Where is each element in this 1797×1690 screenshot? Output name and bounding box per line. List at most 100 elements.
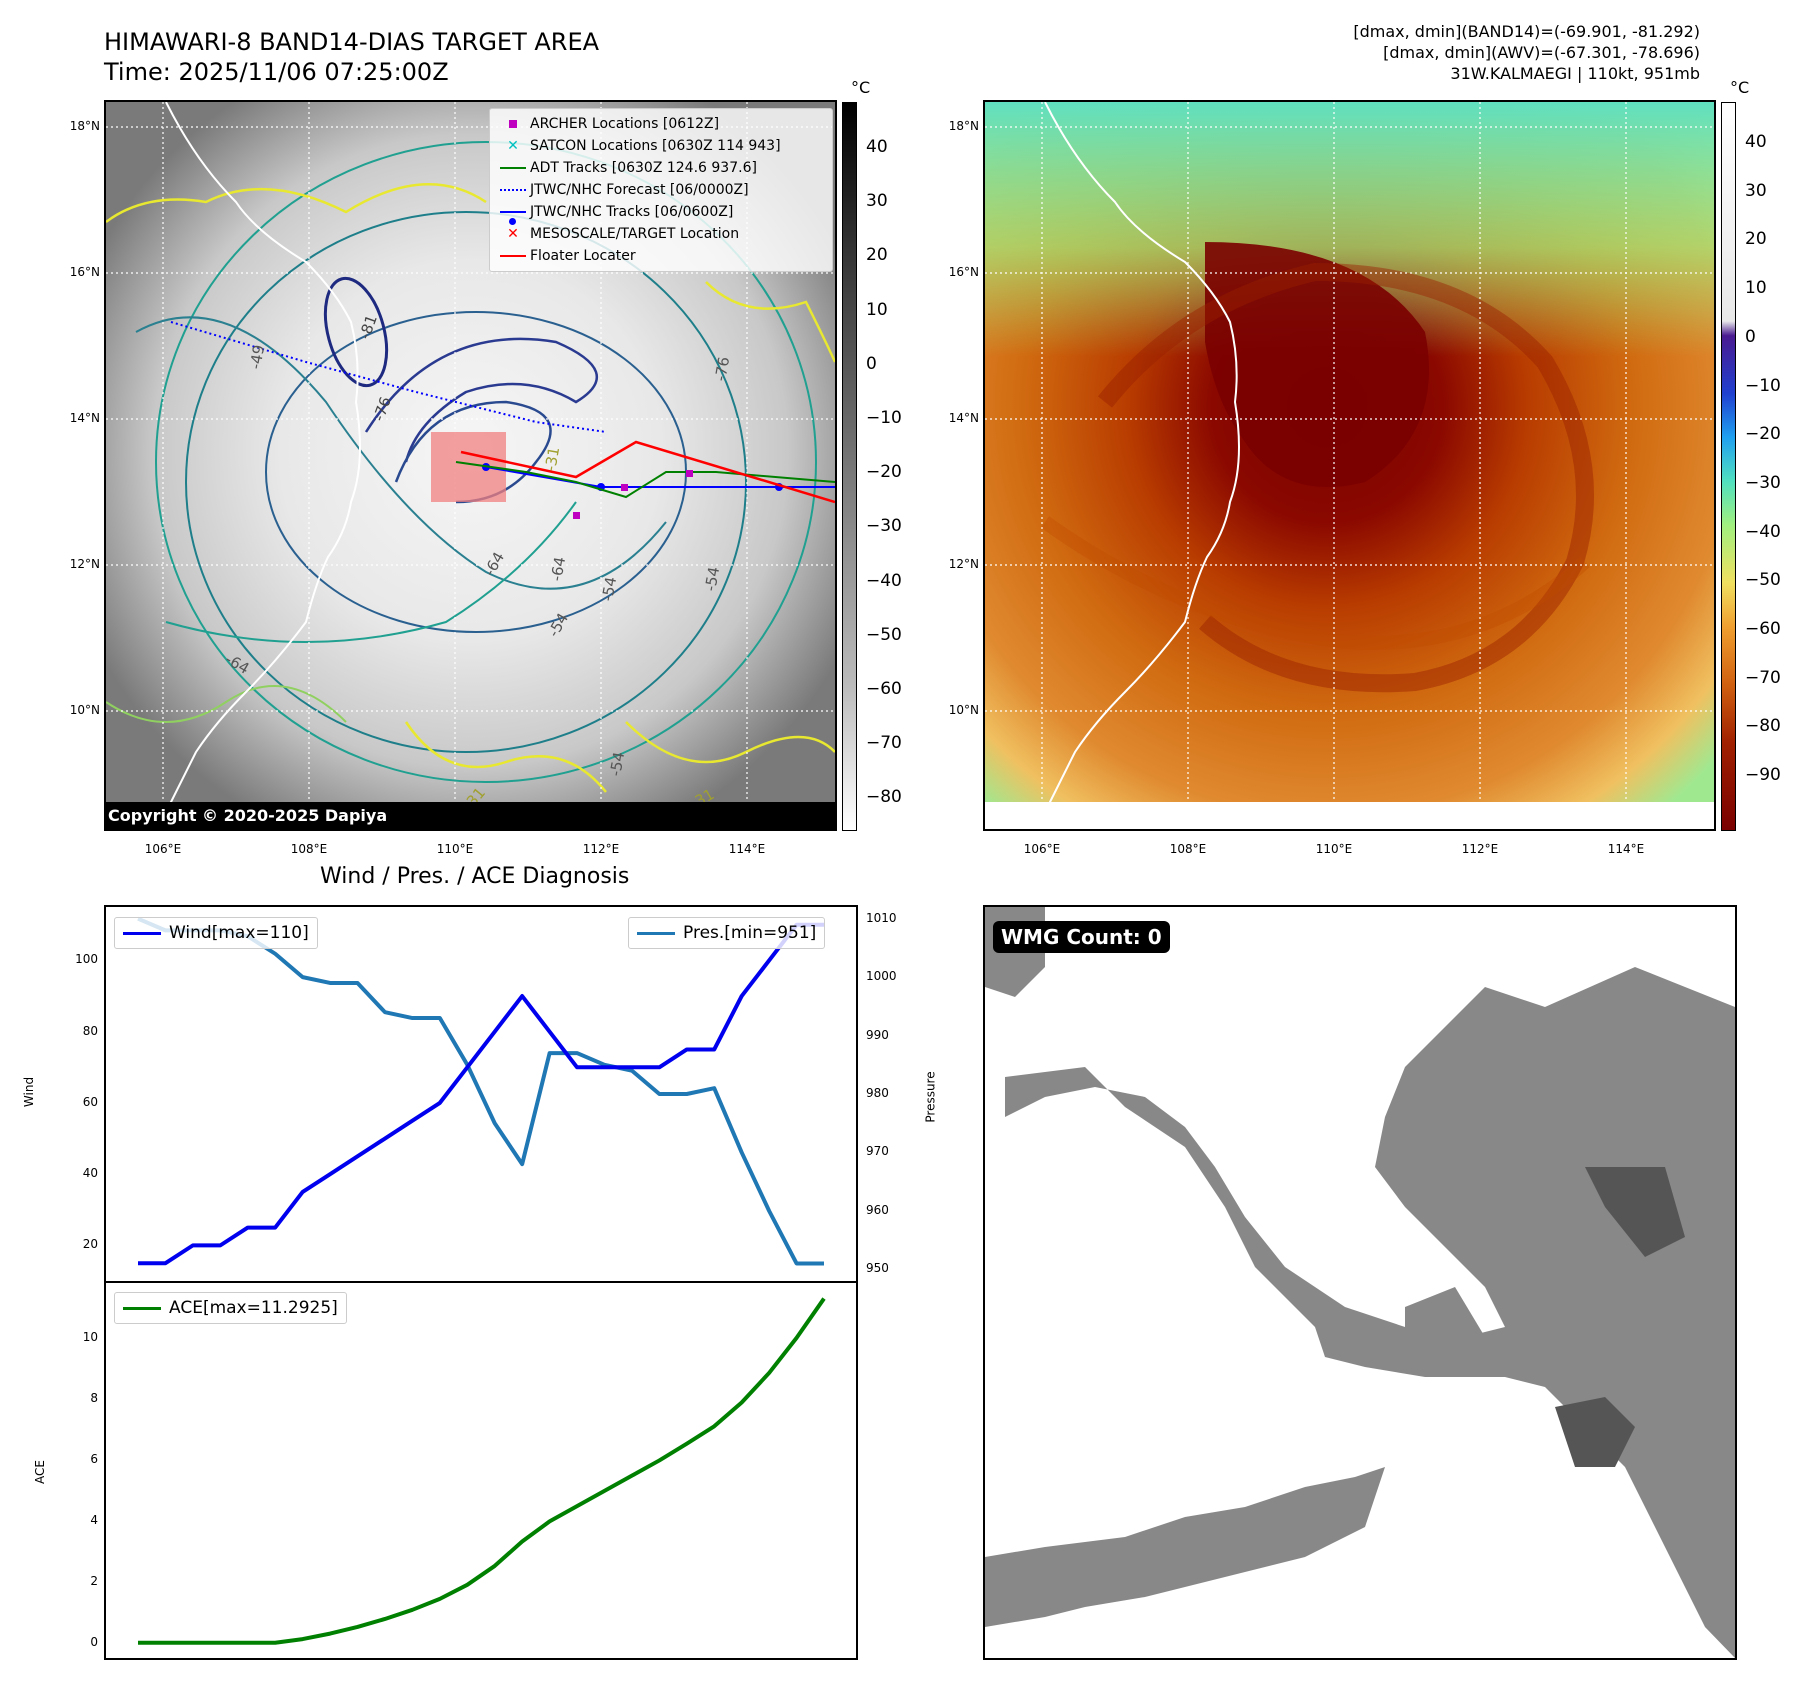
legend-satcon: ✕ SATCON Locations [0630Z 114 943] [507, 138, 781, 154]
legend-label: Floater Locater [530, 248, 636, 264]
color-colorbar-tick: −60 [1745, 619, 1781, 639]
pressure-tick-label: 980 [866, 1086, 889, 1100]
gray-colorbar-tick: −50 [866, 624, 902, 645]
color-colorbar-tick: −20 [1745, 424, 1781, 445]
color-colorbar-tick: 0 [1745, 326, 1756, 347]
lon-tick-label: 108°E [1169, 842, 1207, 856]
ace-tick-label: 10 [82, 1329, 98, 1344]
gray-colorbar-tick: −70 [866, 733, 902, 754]
lat-tick-label: 18°N [69, 119, 100, 133]
gray-colorbar-tick: −40 [866, 570, 902, 591]
gray-colorbar [842, 102, 857, 831]
legend-label: JTWC/NHC Forecast [06/0000Z] [530, 182, 749, 198]
ace-tick-label: 2 [90, 1573, 98, 1588]
color-ir-image [985, 102, 1714, 829]
dmax-band14: [dmax, dmin](BAND14)=(-69.901, -81.292) [1353, 22, 1700, 41]
ace-tick-label: 8 [90, 1390, 98, 1405]
lat-tick-label: 10°N [948, 703, 979, 717]
legend-wind-label: Wind[max=110] [169, 923, 309, 943]
wind-legend: Wind[max=110] [114, 917, 318, 949]
pressure-tick-label: 990 [866, 1027, 889, 1042]
wind-pres-chart [137, 916, 824, 1266]
ace-axis-label: ACE [32, 1460, 47, 1484]
ace-tick-label: 6 [90, 1451, 98, 1466]
wind-tick-label: 100 [75, 952, 98, 967]
ace-legend: ACE[max=11.2925] [114, 1292, 347, 1324]
ir-map-image [106, 102, 835, 829]
lat-tick-label: 18°N [948, 119, 979, 133]
copyright-label: Copyright © 2020-2025 Dapiya [104, 802, 835, 829]
gray-colorbar-tick: 20 [866, 245, 888, 266]
diagnosis-title: Wind / Pres. / ACE Diagnosis [320, 864, 630, 889]
ace-tick-label: 4 [90, 1512, 98, 1527]
gray-colorbar-tick: −20 [866, 462, 902, 483]
pressure-tick-label: 960 [866, 1202, 889, 1217]
lat-tick-label: 12°N [69, 557, 100, 571]
time-label: Time: 2025/11/06 07:25:00Z [104, 58, 449, 86]
lon-tick-label: 114°E [1607, 842, 1645, 856]
lon-tick-label: 110°E [1315, 842, 1353, 856]
pressure-axis-label: Pressure [923, 1071, 938, 1123]
lat-tick-label: 14°N [69, 411, 100, 425]
legend-label: MESOSCALE/TARGET Location [530, 226, 740, 242]
lat-tick-label: 10°N [69, 703, 100, 717]
legend-label: JTWC/NHC Tracks [06/0600Z] [530, 204, 734, 220]
legend-adt: ADT Tracks [0630Z 124.6 937.6] [496, 157, 826, 179]
legend-jtwc-tracks: JTWC/NHC Tracks [06/0600Z] [496, 201, 826, 225]
ace-tick-label: 0 [90, 1634, 98, 1649]
lon-tick-label: 114°E [728, 842, 766, 856]
legend-mesoscale: ✕ MESOSCALE/TARGET Location [507, 226, 740, 242]
legend-label: ARCHER Locations [0612Z] [530, 116, 720, 132]
color-colorbar-tick: −40 [1745, 521, 1781, 542]
colorbar-unit-right: °C [1730, 78, 1750, 97]
legend-floater: Floater Locater [496, 245, 826, 267]
colorbar-unit: °C [851, 78, 871, 97]
legend-label: ADT Tracks [0630Z 124.6 937.6] [530, 160, 757, 176]
gray-colorbar-tick: −30 [866, 516, 902, 537]
gray-colorbar-tick: 30 [866, 191, 888, 212]
color-colorbar-tick: −70 [1745, 667, 1781, 688]
pressure-tick-label: 970 [866, 1144, 889, 1159]
gray-colorbar-tick: 10 [866, 299, 888, 320]
color-colorbar-tick: −80 [1745, 716, 1781, 737]
lat-tick-label: 16°N [69, 265, 100, 279]
pressure-tick-label: 950 [866, 1261, 889, 1276]
lat-tick-label: 14°N [948, 411, 979, 425]
wind-tick-label: 40 [82, 1166, 98, 1181]
wind-pres-panel [104, 905, 858, 1283]
color-colorbar [1721, 102, 1736, 831]
map-legend: ARCHER Locations [0612Z] ✕ SATCON Locati… [489, 108, 833, 272]
color-colorbar-tick: 30 [1745, 180, 1767, 201]
wind-tick-label: 60 [82, 1094, 98, 1109]
lon-tick-label: 106°E [144, 842, 182, 856]
lon-tick-label: 112°E [582, 842, 620, 856]
pressure-tick-label: 1000 [866, 969, 897, 984]
legend-archer: ARCHER Locations [0612Z] [496, 113, 826, 135]
page-title: HIMAWARI-8 BAND14-DIAS TARGET AREA [104, 28, 600, 56]
lon-tick-label: 112°E [1461, 842, 1499, 856]
color-colorbar-tick: 20 [1745, 229, 1767, 250]
legend-label: SATCON Locations [0630Z 114 943] [530, 138, 781, 154]
gray-colorbar-tick: 40 [866, 137, 888, 157]
color-colorbar-tick: −30 [1745, 472, 1781, 493]
color-ir-panel [983, 100, 1716, 831]
dmax-awv: [dmax, dmin](AWV)=(-67.301, -78.696) [1383, 43, 1700, 62]
lon-tick-label: 110°E [436, 842, 474, 856]
gray-colorbar-tick: 0 [866, 353, 877, 374]
ace-chart [138, 1297, 826, 1645]
wmg-image [985, 907, 1735, 1658]
wind-tick-label: 80 [82, 1023, 98, 1038]
legend-jtwc-forecast: JTWC/NHC Forecast [06/0000Z] [496, 179, 826, 201]
gray-colorbar-tick: −80 [866, 787, 902, 808]
ace-series-line [138, 1297, 826, 1645]
pressure-series-line [137, 916, 824, 1266]
lat-tick-label: 12°N [948, 557, 979, 571]
color-colorbar-tick: 40 [1745, 132, 1767, 152]
gray-colorbar-tick: −10 [866, 408, 902, 428]
color-colorbar-tick: −50 [1745, 570, 1781, 591]
wind-tick-label: 20 [82, 1237, 98, 1252]
wmg-panel [983, 905, 1737, 1660]
color-colorbar-tick: −10 [1745, 375, 1781, 396]
color-colorbar-tick: −90 [1745, 765, 1781, 786]
storm-info: 31W.KALMAEGI | 110kt, 951mb [1450, 64, 1700, 83]
